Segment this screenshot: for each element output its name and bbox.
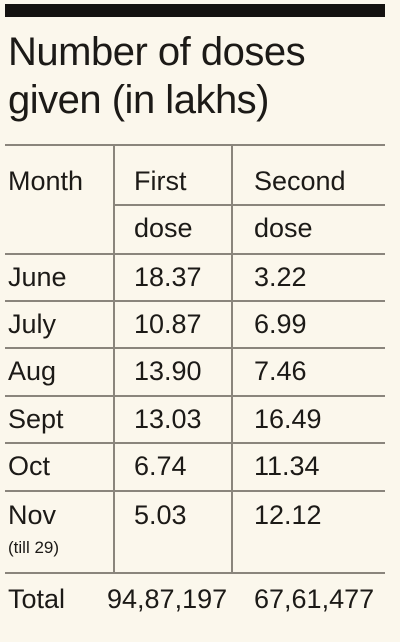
grid-line	[5, 347, 385, 349]
total-second: 67,61,477	[254, 584, 375, 614]
grid-line	[113, 204, 385, 206]
table-cell-second: 16.49	[254, 404, 322, 434]
table-cell-month: June	[8, 262, 67, 292]
table-cell-first: 10.87	[134, 309, 202, 339]
table-cell-month: Oct	[8, 451, 51, 481]
table-cell-month: Sept	[8, 404, 64, 434]
table-cell-second: 12.12	[254, 500, 322, 530]
grid-line	[5, 442, 385, 444]
grid-line	[5, 300, 385, 302]
grid-line	[5, 144, 385, 146]
header-month: Month	[8, 166, 84, 196]
table-cell-second: 11.34	[254, 451, 320, 481]
grid-line	[231, 144, 233, 572]
table-cell-second: 7.46	[254, 356, 307, 386]
table-cell-second: 3.22	[254, 262, 307, 292]
grid-line	[5, 253, 385, 255]
header-first-line2: dose	[134, 213, 193, 243]
top-rule	[5, 4, 385, 17]
table-cell-month-note: (till 29)	[8, 538, 60, 557]
table-cell-first: 13.90	[134, 356, 202, 386]
grid-line	[5, 395, 385, 397]
grid-line	[5, 490, 385, 492]
table-cell-month: July	[8, 309, 57, 339]
table-cell-first: 18.37	[134, 262, 202, 292]
table-cell-month: Aug	[8, 356, 57, 386]
grid-line	[5, 572, 385, 574]
grid-line	[113, 144, 115, 572]
table-cell-first: 13.03	[134, 404, 202, 434]
table-cell-first: 6.74	[134, 451, 187, 481]
total-first: 94,87,197	[107, 584, 228, 614]
header-second-line2: dose	[254, 213, 313, 243]
table-title: Number of doses given (in lakhs)	[8, 30, 306, 122]
table-cell-month: Nov	[8, 500, 57, 530]
header-first-line1: First	[134, 166, 187, 196]
table-cell-second: 6.99	[254, 309, 307, 339]
total-label: Total	[8, 584, 66, 614]
header-second-line1: Second	[254, 166, 346, 196]
table-cell-first: 5.03	[134, 500, 187, 530]
